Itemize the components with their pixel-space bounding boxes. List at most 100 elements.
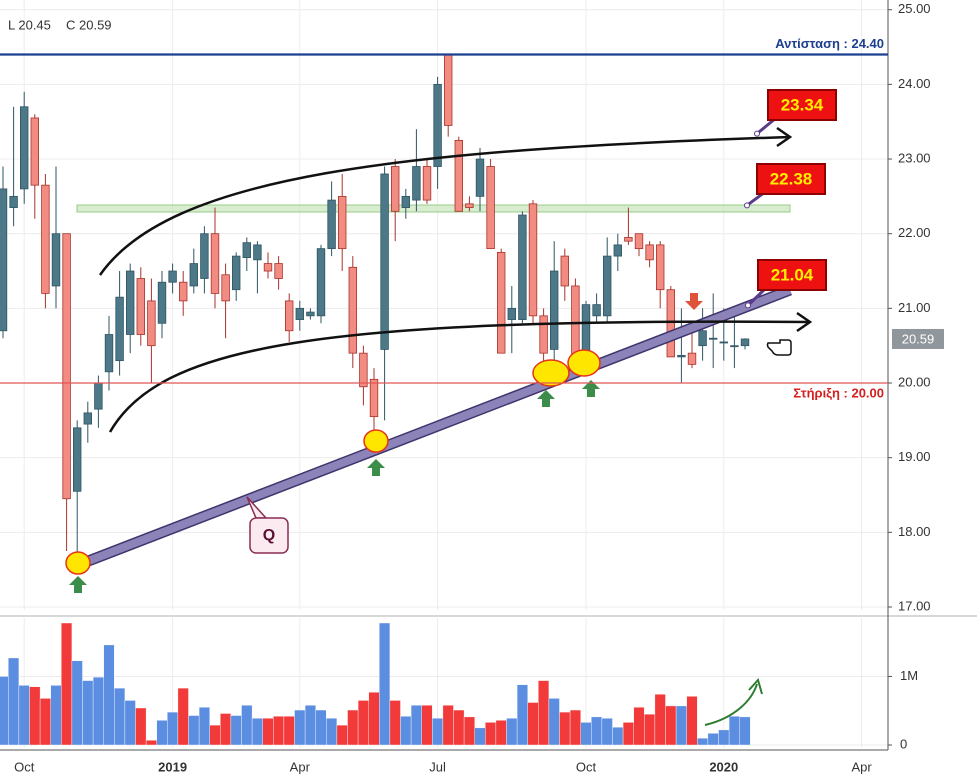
note-callout: Q: [246, 496, 289, 554]
candle-body: [263, 263, 273, 272]
up-arrow: [367, 459, 385, 476]
up-arrow: [537, 390, 555, 407]
volume-bar: [251, 718, 263, 746]
volume-bar: [474, 727, 486, 746]
y-tick-label: 22.00: [898, 225, 931, 240]
volume-bar: [357, 700, 369, 746]
candle-body: [698, 330, 707, 347]
volume-bar: [198, 707, 210, 746]
candle-body: [507, 307, 516, 320]
candle-body: [284, 300, 294, 332]
candle-body: [30, 117, 39, 186]
candle-body: [115, 296, 124, 362]
candle-body: [560, 255, 569, 287]
volume-bar: [283, 716, 295, 746]
volume-bar: [82, 680, 94, 746]
callout-box: [757, 259, 827, 291]
candle-body: [369, 378, 379, 418]
candle-body: [656, 244, 665, 291]
volume-arrow: [704, 683, 758, 726]
candle-body: [613, 244, 622, 257]
candle-body: [157, 281, 167, 324]
volume-bar: [50, 685, 62, 746]
candle-body: [528, 203, 538, 317]
callout-tip: [744, 202, 750, 209]
candle-body: [62, 233, 71, 500]
volume-bar: [379, 622, 391, 746]
candle-body: [221, 274, 230, 302]
up-arrow: [69, 576, 87, 593]
candle-body: [189, 263, 198, 287]
x-tick-label: 2020: [709, 759, 738, 774]
volume-bar: [18, 685, 30, 746]
volume-bar: [644, 713, 656, 746]
candle-body: [210, 233, 220, 294]
candle-body: [242, 242, 251, 258]
volume-bar: [177, 687, 189, 746]
candle-body: [422, 166, 432, 201]
volume-bar: [495, 720, 507, 746]
candle-body: [687, 352, 697, 365]
volume-bar: [304, 705, 316, 746]
candle-body: [634, 233, 644, 250]
candle-body: [316, 248, 326, 317]
support-label: Στήριξη : 20.00: [793, 385, 884, 400]
touch-point: [363, 429, 389, 453]
volume-bar: [315, 709, 327, 746]
up-arrows: [69, 380, 600, 593]
volume-bar: [230, 715, 242, 746]
header-low: L 20.45: [8, 17, 51, 32]
volume-bar: [0, 676, 9, 746]
volume-bar: [463, 716, 475, 746]
volume-bar: [39, 698, 51, 746]
volume-bar: [633, 707, 645, 746]
candle-body: [581, 304, 591, 358]
candle-body: [253, 244, 262, 261]
volume-bar: [485, 722, 497, 746]
callout-box: [756, 163, 826, 195]
resistance-label: Αντίσταση : 24.40: [775, 36, 884, 51]
candle-body: [496, 251, 506, 354]
x-tick-label: Jul: [429, 759, 446, 774]
y-tick-label: 21.00: [898, 300, 931, 315]
candle-body: [19, 106, 29, 190]
volume-bar: [262, 718, 274, 746]
candle-body: [645, 244, 654, 261]
volume-bar: [559, 711, 571, 746]
volume-bar: [580, 722, 592, 746]
last-price-label: 20.59: [902, 331, 935, 346]
candle-body: [443, 54, 453, 126]
candle-body: [539, 315, 548, 354]
candle-body: [550, 270, 559, 350]
lower-arrowhead: [796, 311, 813, 333]
down-arrow: [685, 293, 703, 310]
volume-bar: [453, 709, 465, 746]
candle-body: [306, 311, 315, 317]
volume-bar: [135, 707, 147, 746]
candle-body: [136, 278, 145, 335]
volume-bar: [92, 676, 104, 746]
volume-bar: [400, 716, 412, 746]
callout-label: 23.34: [781, 95, 824, 114]
candle-body: [401, 195, 410, 208]
volume-bar: [273, 716, 285, 746]
x-tick-label: Apr: [851, 759, 872, 774]
y-tick-label: 24.00: [898, 76, 931, 91]
volume-bar: [569, 709, 581, 746]
candle-body: [359, 352, 368, 388]
x-tick-label: 2019: [158, 759, 187, 774]
volume-bar: [220, 713, 232, 746]
candle-body: [73, 427, 82, 492]
volume-bar: [29, 686, 41, 746]
candle-body: [603, 255, 612, 317]
volume-bar: [665, 705, 677, 746]
y-tick-label: 25.00: [898, 1, 931, 16]
volume-bar: [124, 700, 136, 746]
volume-bar: [506, 718, 518, 746]
volume-bar: [697, 737, 709, 746]
volume-bar: [167, 711, 179, 746]
volume-bar: [654, 694, 666, 746]
touch-point: [65, 551, 91, 575]
volume-bar: [548, 698, 560, 746]
